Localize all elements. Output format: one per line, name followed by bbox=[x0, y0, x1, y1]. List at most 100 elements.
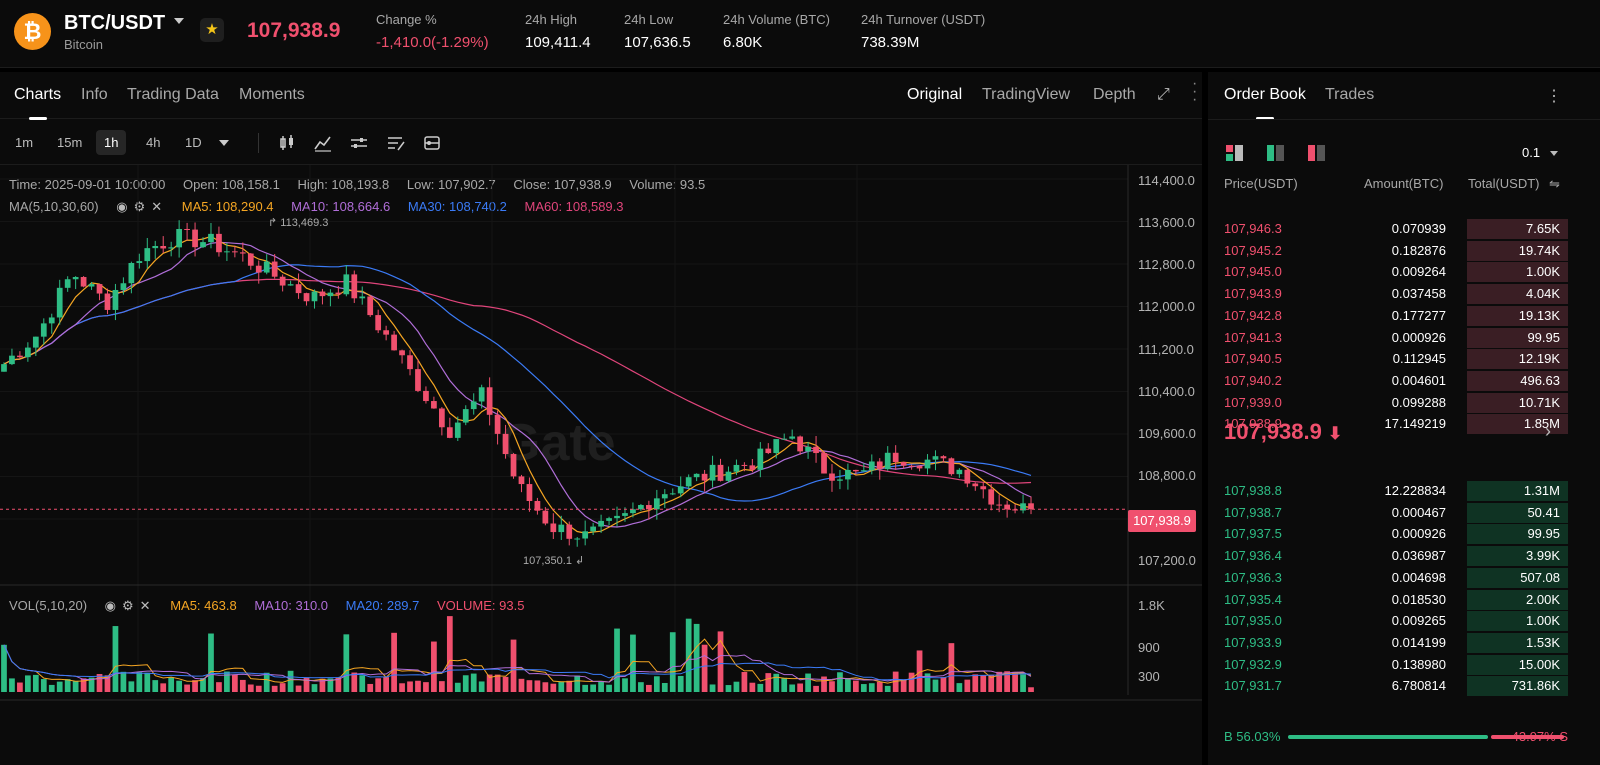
candle-body bbox=[948, 458, 955, 475]
orderbook-row[interactable]: 107,941.3 0.000926 99.95 bbox=[1208, 327, 1568, 348]
volume-bar bbox=[924, 673, 931, 692]
volume-bar bbox=[184, 684, 190, 692]
tab-trading-data[interactable]: Trading Data bbox=[127, 86, 219, 103]
price-axis-label: 114,400.0 bbox=[1138, 173, 1195, 188]
volume-bar bbox=[375, 678, 382, 692]
interval-4h[interactable]: 4h bbox=[146, 135, 161, 150]
indicator-icon[interactable] bbox=[314, 134, 332, 152]
layout-bids-icon[interactable] bbox=[1266, 144, 1286, 162]
orderbook-row[interactable]: 107,939.0 0.099288 10.71K bbox=[1208, 392, 1568, 413]
orderbook-row[interactable]: 107,932.9 0.138980 15.00K bbox=[1208, 654, 1568, 675]
market-header: ₿ BTC/USDT Bitcoin ★ 107,938.9 Change % … bbox=[0, 0, 1600, 68]
orderbook-row[interactable]: 107,945.2 0.182876 19.74K bbox=[1208, 240, 1568, 261]
orderbook-row[interactable]: 107,938.9 17.149219 1.85M bbox=[1208, 413, 1568, 435]
candle-body bbox=[741, 464, 748, 466]
row-total: 15.00K bbox=[1518, 656, 1560, 672]
candle-body bbox=[996, 504, 1003, 506]
tab-charts[interactable]: Charts bbox=[14, 86, 62, 120]
drawing-tools-icon[interactable] bbox=[387, 134, 405, 152]
layout-icon[interactable] bbox=[423, 134, 441, 152]
candle-body bbox=[502, 433, 509, 455]
candle-body bbox=[614, 515, 620, 519]
price-axis-label: 108,800.0 bbox=[1138, 468, 1196, 483]
row-price: 107,946.3 bbox=[1224, 221, 1282, 236]
candle-body bbox=[295, 284, 302, 294]
candle-body bbox=[900, 462, 907, 466]
orderbook-row[interactable]: 107,937.5 0.000926 99.95 bbox=[1208, 523, 1568, 545]
toolbar-divider bbox=[258, 133, 259, 153]
row-total: 19.13K bbox=[1518, 307, 1560, 323]
candle-body bbox=[144, 248, 151, 262]
interval-1d[interactable]: 1D bbox=[185, 135, 202, 150]
interval-1m[interactable]: 1m bbox=[15, 135, 34, 150]
panel-menu-icon[interactable]: · · · bbox=[1192, 75, 1198, 108]
volume-bar bbox=[789, 684, 796, 692]
orderbook-row[interactable]: 107,945.0 0.009264 1.00K bbox=[1208, 261, 1568, 283]
volume-bar bbox=[622, 678, 628, 692]
swap-units-icon[interactable]: ⇋ bbox=[1549, 176, 1560, 191]
tab-moments[interactable]: Moments bbox=[239, 86, 305, 103]
fullscreen-icon[interactable]: ⤢ bbox=[1157, 86, 1170, 103]
stat-value: 738.39M bbox=[861, 34, 920, 51]
candlestick-type-icon[interactable] bbox=[278, 134, 296, 152]
interval-15m[interactable]: 15m bbox=[57, 135, 83, 150]
stat-label: 24h Low bbox=[624, 12, 674, 27]
orderbook-row[interactable]: 107,936.4 0.036987 3.99K bbox=[1208, 545, 1568, 567]
orderbook-row[interactable]: 107,935.0 0.009265 1.00K bbox=[1208, 610, 1568, 632]
layout-both-icon[interactable] bbox=[1225, 144, 1245, 162]
orderbook-row[interactable]: 107,940.5 0.112945 12.19K bbox=[1208, 348, 1568, 370]
favorite-star-icon[interactable]: ★ bbox=[200, 18, 224, 42]
stat-change: Change % -1,410.0(-1.29%) bbox=[376, 12, 489, 51]
volume-bar bbox=[391, 632, 397, 692]
volume-bar bbox=[446, 616, 453, 692]
volume-bar bbox=[900, 679, 907, 692]
view-tradingview[interactable]: TradingView bbox=[982, 86, 1071, 103]
view-original[interactable]: Original bbox=[907, 86, 963, 103]
price-axis-label: 112,800.0 bbox=[1138, 257, 1195, 272]
volume-bar bbox=[438, 681, 445, 692]
settings-sliders-icon[interactable] bbox=[350, 134, 368, 152]
orderbook-row[interactable]: 107,935.4 0.018530 2.00K bbox=[1208, 589, 1568, 610]
row-price: 107,942.8 bbox=[1224, 307, 1282, 323]
legend-visibility-settings-close-icon[interactable]: ◉⚙✕ bbox=[116, 199, 169, 214]
candlestick-chart[interactable]: Gate ↱ 113,469.3 107,350.1 ↲ 114,400.0 113,… bbox=[0, 165, 1202, 710]
chevron-right-icon[interactable]: › bbox=[1545, 421, 1551, 441]
tab-trades[interactable]: Trades bbox=[1325, 86, 1375, 103]
stat-label: 24h Turnover (USDT) bbox=[861, 12, 986, 27]
volume-bar bbox=[725, 685, 732, 692]
orderbook-row[interactable]: 107,946.3 0.070939 7.65K bbox=[1208, 218, 1568, 239]
tab-info[interactable]: Info bbox=[81, 86, 108, 103]
pair-selector[interactable]: BTC/USDT bbox=[64, 12, 166, 34]
orderbook-row[interactable]: 107,938.7 0.000467 50.41 bbox=[1208, 502, 1568, 523]
orderbook-row[interactable]: 107,942.8 0.177277 19.13K bbox=[1208, 305, 1568, 326]
orderbook-row[interactable]: 107,940.2 0.004601 496.63 bbox=[1208, 370, 1568, 391]
volume-bar bbox=[908, 672, 915, 692]
tick-caret-icon[interactable] bbox=[1550, 151, 1558, 156]
more-vertical-icon[interactable]: ⋮ bbox=[1546, 88, 1562, 105]
candle-body bbox=[80, 277, 87, 287]
layout-asks-icon[interactable] bbox=[1307, 144, 1327, 162]
row-amount: 12.228834 bbox=[1384, 483, 1446, 498]
vol-legend-visibility-settings-close-icon[interactable]: ◉⚙✕ bbox=[104, 598, 157, 613]
candle-body bbox=[749, 465, 756, 470]
stat-value: -1,410.0(-1.29%) bbox=[376, 34, 489, 51]
volume-bar bbox=[645, 684, 652, 692]
tab-order-book[interactable]: Order Book bbox=[1224, 86, 1306, 120]
orderbook-row[interactable]: 107,943.9 0.037458 4.04K bbox=[1208, 283, 1568, 305]
ohlc-open: Open: 108,158.1 bbox=[182, 177, 280, 192]
orderbook-row[interactable]: 107,931.7 6.780814 731.86K bbox=[1208, 675, 1568, 697]
volume-bar bbox=[582, 684, 589, 692]
chart-panel: Charts Info Trading Data Moments Origina… bbox=[0, 72, 1202, 765]
orderbook-row[interactable]: 107,936.3 0.004698 507.08 bbox=[1208, 567, 1568, 588]
view-depth[interactable]: Depth bbox=[1093, 86, 1136, 103]
caret-down-icon[interactable] bbox=[174, 18, 184, 24]
orderbook-row[interactable]: 107,933.9 0.014199 1.53K bbox=[1208, 632, 1568, 653]
volume-bar bbox=[813, 685, 819, 692]
orderbook-row[interactable]: 107,938.8 12.228834 1.31M bbox=[1208, 480, 1568, 501]
volume-bar bbox=[630, 634, 636, 692]
buy-sell-ratio: B 56.03% 43.97% S bbox=[1208, 727, 1600, 747]
interval-more-caret-icon[interactable] bbox=[219, 140, 229, 146]
interval-1h[interactable]: 1h bbox=[96, 130, 127, 155]
depth-bar bbox=[1467, 567, 1568, 588]
tick-size-select[interactable]: 0.1 bbox=[1522, 145, 1541, 160]
